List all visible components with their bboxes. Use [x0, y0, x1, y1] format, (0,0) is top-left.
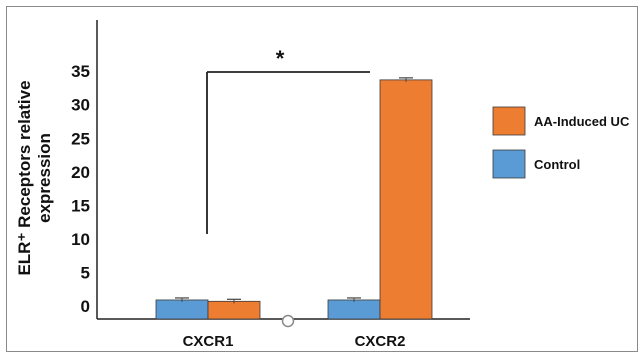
y-tick-label: 5: [81, 263, 90, 282]
y-tick-label: 10: [71, 230, 90, 249]
axis-marker: [281, 314, 295, 328]
chart-legend: AA-Induced UC Control: [492, 106, 630, 179]
chart-frame: [6, 6, 638, 352]
y-tick-label: 0: [81, 297, 90, 316]
bar: [155, 299, 209, 320]
bar: [327, 299, 381, 320]
y-tick-label: 20: [71, 163, 90, 182]
y-axis-label: expression: [35, 133, 54, 223]
legend-label: Control: [534, 157, 580, 172]
legend-swatch: [492, 106, 526, 136]
bar: [207, 300, 261, 320]
legend-label: AA-Induced UC: [534, 114, 630, 129]
x-tick-label: CXCR1: [183, 333, 234, 350]
significance-marker: *: [276, 46, 285, 71]
legend-swatch: [492, 149, 526, 179]
y-tick-label: 30: [71, 96, 90, 115]
chart-labels: 0 5 10 15 20 25 30 35 ELR⁺ Receptors relative exp…: [15, 46, 405, 350]
y-axis-label: ELR⁺ Receptors relative: [15, 80, 34, 275]
y-tick-label: 15: [71, 196, 90, 215]
x-tick-label: CXCR2: [355, 333, 406, 350]
y-tick-label: 35: [71, 62, 90, 81]
y-tick-label: 25: [71, 129, 90, 148]
bar: [379, 79, 433, 320]
chart-marks: [155, 71, 433, 320]
